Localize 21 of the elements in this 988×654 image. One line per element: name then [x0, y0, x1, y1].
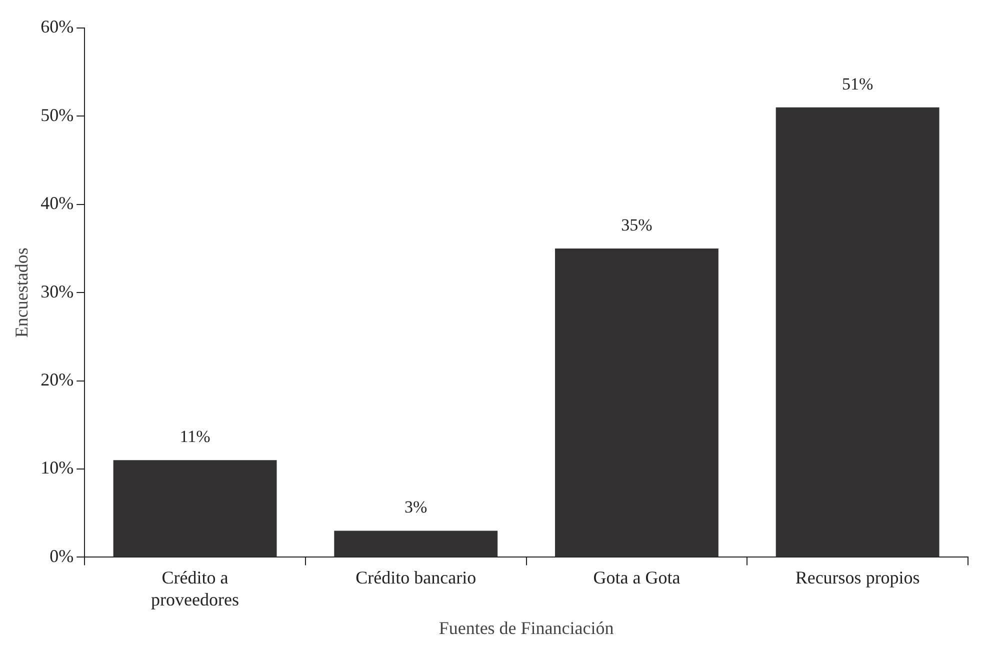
y-tick-label: 50%	[40, 104, 74, 125]
bar	[776, 107, 940, 557]
x-tick-label: Gota a Gota	[593, 568, 680, 588]
y-tick-label: 0%	[50, 546, 74, 566]
y-tick-label: 30%	[40, 281, 74, 302]
y-tick-label: 60%	[40, 16, 74, 37]
bar	[334, 530, 498, 557]
y-axis-title: Encuestados	[12, 248, 32, 338]
x-tick-label: Crédito bancario	[356, 568, 476, 588]
y-tick-label: 40%	[40, 193, 74, 214]
y-tick-label: 10%	[40, 458, 74, 478]
bar	[555, 248, 718, 557]
bar	[113, 460, 277, 557]
y-tick-label: 20%	[40, 370, 74, 390]
x-tick-label: Recursos propios	[795, 568, 920, 588]
data-label: 3%	[404, 498, 428, 517]
x-tick-label: Crédito a proveedores	[151, 568, 240, 610]
data-label: 51%	[842, 74, 874, 94]
data-label: 35%	[621, 215, 652, 234]
x-axis-title: Fuentes de Financiación	[438, 618, 614, 638]
data-label: 11%	[180, 427, 210, 446]
